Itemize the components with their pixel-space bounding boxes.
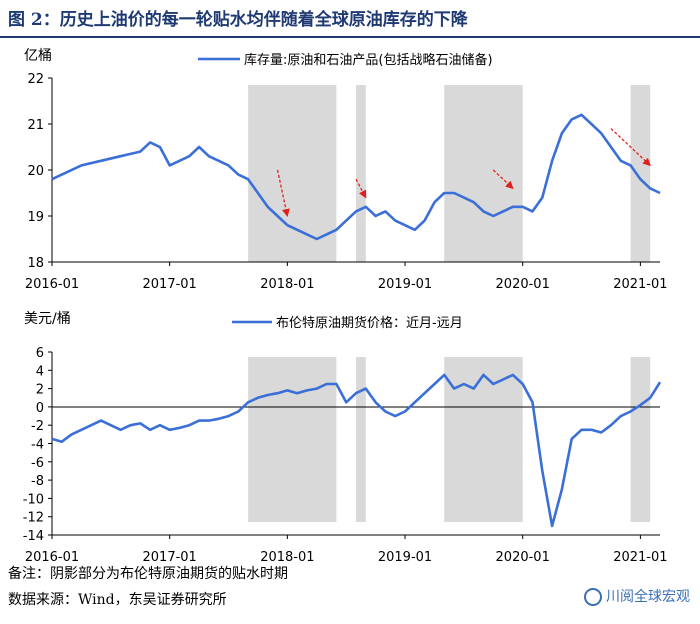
top-ytick-label-3: 19 bbox=[27, 210, 44, 225]
top-xtick-label-0: 2016-01 bbox=[25, 277, 79, 292]
bottom-ytick-label-3: 0 bbox=[36, 401, 44, 416]
figure-title: 图 2：历史上油价的每一轮贴水均伴随着全球原油库存的下降 bbox=[8, 10, 468, 30]
bottom-xtick-label-2: 2018-01 bbox=[260, 550, 314, 565]
bottom-ytick-label-5: -4 bbox=[31, 438, 44, 453]
trend-arrow-3 bbox=[610, 128, 651, 167]
title-rule bbox=[0, 36, 700, 38]
figure-note: 备注：阴影部分为布伦特原油期货的贴水时期 bbox=[8, 566, 288, 582]
bottom-shade-2 bbox=[444, 357, 523, 522]
top-series-line bbox=[51, 113, 661, 241]
top-shade-0 bbox=[248, 85, 337, 262]
bottom-ytick-label-0: 6 bbox=[36, 346, 44, 361]
bottom-xtick-label-5: 2021-01 bbox=[613, 550, 667, 565]
top-ytick-label-1: 21 bbox=[27, 118, 44, 133]
trend-arrow-1 bbox=[355, 178, 367, 199]
watermark-text: 川阅全球宏观 bbox=[606, 589, 690, 605]
watermark: 川阅全球宏观 bbox=[584, 585, 690, 609]
bottom-shade-3 bbox=[630, 357, 651, 522]
bottom-ytick-label-8: -10 bbox=[23, 492, 44, 507]
wechat-icon bbox=[584, 588, 602, 606]
trend-arrow-2 bbox=[492, 169, 514, 190]
top-xtick-label-5: 2021-01 bbox=[613, 277, 667, 292]
top-xtick-label-4: 2020-01 bbox=[496, 277, 550, 292]
bottom-ytick-label-6: -6 bbox=[31, 456, 44, 471]
top-shade-3 bbox=[630, 85, 651, 262]
bottom-y-label: 美元/桶 bbox=[24, 311, 71, 327]
bottom-shade-1 bbox=[356, 357, 366, 522]
bottom-ytick-label-9: -12 bbox=[23, 511, 44, 526]
bottom-shade-0 bbox=[248, 357, 337, 522]
top-y-label: 亿桶 bbox=[24, 48, 52, 64]
bottom-ytick-label-2: 2 bbox=[36, 383, 44, 398]
top-ytick-label-2: 20 bbox=[27, 164, 44, 179]
top-ytick-label-4: 18 bbox=[27, 256, 44, 271]
top-xtick-label-3: 2019-01 bbox=[378, 277, 432, 292]
top-chart: 22 21 20 19 18 2016-01 2017-01 2018-01 2019-01 2… bbox=[24, 48, 668, 292]
top-legend-label: 库存量:原油和石油产品(包括战略石油储备) bbox=[244, 52, 493, 68]
bottom-legend-label: 布伦特原油期货价格：近月-远月 bbox=[276, 315, 463, 331]
top-shade-1 bbox=[356, 85, 366, 262]
trend-arrow-0 bbox=[276, 169, 290, 217]
bottom-ytick-label-7: -8 bbox=[31, 474, 44, 489]
bottom-xtick-label-1: 2017-01 bbox=[143, 550, 197, 565]
figure-source: 数据来源：Wind，东吴证券研究所 bbox=[8, 592, 227, 608]
bottom-ytick-label-10: -14 bbox=[23, 529, 44, 544]
bottom-xtick-label-3: 2019-01 bbox=[378, 550, 432, 565]
bottom-series-line bbox=[51, 373, 662, 528]
bottom-xtick-label-0: 2016-01 bbox=[25, 550, 79, 565]
bottom-xtick-label-4: 2020-01 bbox=[496, 550, 550, 565]
top-xtick-label-1: 2017-01 bbox=[143, 277, 197, 292]
bottom-chart: 6 4 2 0 -2 -4 -6 -8 -10 -12 -14 2016-01 2017-01 2018… bbox=[23, 311, 668, 565]
bottom-ytick-label-4: -2 bbox=[31, 419, 44, 434]
top-ytick-label-0: 22 bbox=[27, 72, 44, 87]
top-xtick-label-2: 2018-01 bbox=[260, 277, 314, 292]
top-shade-2 bbox=[444, 85, 523, 262]
bottom-ytick-label-1: 4 bbox=[36, 364, 44, 379]
